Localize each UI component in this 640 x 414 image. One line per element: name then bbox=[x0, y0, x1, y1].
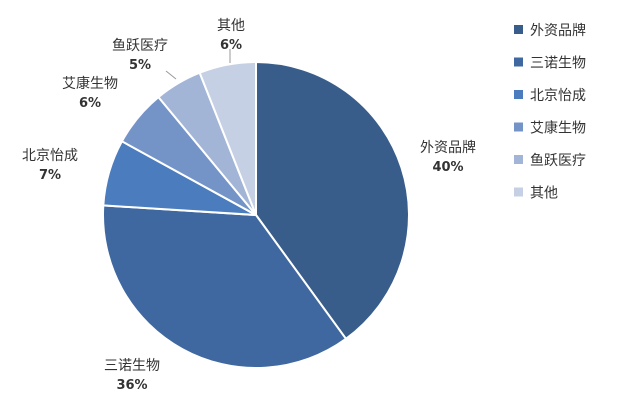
leader-lines bbox=[165, 49, 231, 80]
pie-slices bbox=[102, 60, 410, 369]
legend-swatch bbox=[514, 187, 523, 197]
slice-1 bbox=[255, 60, 410, 341]
slice-6 bbox=[198, 60, 257, 216]
slice-label-name: 外资品牌 bbox=[420, 139, 476, 156]
slice-label-percent: 36% bbox=[116, 378, 147, 393]
slice-label-percent: 6% bbox=[220, 38, 242, 53]
slice-label-percent: 6% bbox=[79, 96, 101, 111]
legend-label: 其他 bbox=[530, 186, 558, 202]
legend-swatch bbox=[514, 155, 523, 164]
legend-swatch bbox=[514, 90, 523, 99]
leader-line bbox=[165, 70, 177, 80]
legend-label: 鱼跃医疗 bbox=[530, 152, 586, 169]
slice-label-percent: 40% bbox=[432, 160, 463, 175]
slice-label-percent: 5% bbox=[129, 58, 151, 73]
legend-label: 北京怡成 bbox=[530, 88, 586, 104]
legend-swatch bbox=[514, 25, 523, 34]
legend-label: 艾康生物 bbox=[530, 120, 586, 137]
slice-label-name: 鱼跃医疗 bbox=[112, 37, 168, 54]
slice-label-name: 三诺生物 bbox=[104, 358, 160, 374]
slice-label-name: 其他 bbox=[217, 18, 245, 34]
slice-label-name: 北京怡成 bbox=[22, 148, 78, 164]
slice-2 bbox=[102, 204, 348, 369]
slice-label-percent: 7% bbox=[39, 168, 61, 183]
slice-label-name: 艾康生物 bbox=[62, 75, 118, 92]
legend-label: 三诺生物 bbox=[530, 56, 586, 72]
legend-label: 外资品牌 bbox=[530, 22, 586, 39]
legend-swatch bbox=[514, 122, 523, 132]
slice-labels: 外资品牌 40% 三诺生物 36% 北京怡成 7% 艾康生物 6% 鱼跃医疗 5% 其他 6% bbox=[22, 18, 476, 393]
legend-swatch bbox=[514, 57, 523, 67]
